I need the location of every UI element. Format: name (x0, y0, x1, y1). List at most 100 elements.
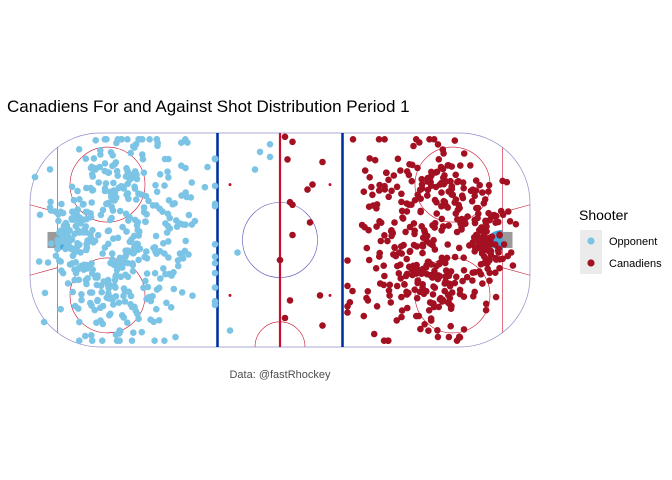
shot-point (164, 168, 171, 175)
shot-point (92, 137, 99, 144)
shot-point (435, 303, 443, 311)
shot-point (88, 289, 96, 296)
shot-point (64, 280, 72, 287)
shot-point (125, 288, 133, 296)
shot-point (319, 322, 326, 329)
shot-point (82, 246, 90, 254)
shot-point (398, 313, 405, 321)
shot-point (48, 240, 55, 247)
shot-point (398, 307, 406, 314)
shot-point (36, 211, 44, 219)
shot-point (104, 282, 112, 289)
shot-point (417, 325, 424, 333)
shot-point (122, 253, 129, 261)
shot-point (376, 253, 383, 260)
shot-point (165, 238, 172, 245)
shot-point (401, 281, 408, 288)
shot-point (435, 156, 443, 163)
shot-point (373, 223, 380, 230)
shot-point (404, 304, 411, 312)
shot-point (397, 167, 404, 174)
shot-point (381, 136, 388, 143)
shot-point (393, 282, 401, 290)
shot-point (82, 155, 90, 162)
shot-point (88, 199, 95, 206)
shot-point (89, 187, 96, 194)
shot-point (470, 234, 478, 241)
shot-point (179, 221, 187, 228)
shot-point (100, 278, 107, 285)
shot-point (123, 228, 130, 235)
shot-point (135, 256, 142, 264)
shot-point (80, 200, 87, 208)
shot-point (447, 322, 455, 330)
shot-point (365, 256, 373, 264)
shot-point (384, 237, 391, 245)
shot-point (276, 256, 284, 264)
shot-point (473, 204, 480, 212)
faceoff-circle-1 (69, 257, 146, 334)
shot-point (390, 172, 398, 179)
shot-point (506, 218, 514, 225)
shot-point (412, 136, 420, 143)
shot-point (72, 259, 79, 266)
shot-point (406, 161, 413, 168)
shot-point (129, 267, 137, 275)
shot-point (115, 299, 123, 307)
shot-point (504, 252, 512, 260)
shot-point (403, 168, 411, 175)
shot-point (69, 252, 77, 260)
shot-point (472, 177, 480, 184)
shot-point (417, 207, 425, 215)
shot-point (90, 155, 98, 162)
shot-point (485, 181, 493, 189)
series-opponent (31, 136, 274, 345)
shot-point (398, 293, 405, 301)
shot-point (372, 265, 380, 272)
shot-point (77, 249, 84, 256)
shot-point (76, 337, 83, 345)
shot-point (140, 169, 148, 176)
shot-point (421, 227, 428, 234)
shot-point (134, 246, 142, 253)
shot-point (153, 188, 161, 196)
shot-point (151, 337, 158, 345)
shot-point (419, 249, 426, 257)
shot-point (495, 249, 502, 256)
faceoff-dot-2 (328, 183, 332, 187)
shot-point (445, 272, 453, 280)
shot-point (88, 163, 96, 171)
shot-point (76, 241, 83, 248)
shot-point (424, 174, 432, 182)
shot-point (441, 280, 449, 287)
shot-point (140, 204, 148, 211)
shot-point (512, 220, 520, 228)
shot-point (84, 238, 92, 246)
shot-point (76, 196, 83, 203)
shot-point (169, 201, 176, 208)
shot-point (121, 259, 128, 266)
shot-point (369, 191, 376, 199)
shot-point (99, 206, 107, 214)
shot-point (499, 211, 507, 219)
shot-point (47, 198, 54, 206)
shot-point (413, 312, 420, 320)
shot-point (444, 162, 452, 169)
shot-point (146, 136, 153, 143)
shot-point (463, 273, 471, 281)
shot-point (124, 247, 131, 254)
shot-point (402, 228, 409, 236)
shot-point (442, 267, 450, 274)
shot-point (413, 243, 421, 250)
shot-point (75, 305, 82, 312)
shot-point (408, 177, 416, 185)
legend: Shooter Opponent Canadiens (579, 207, 662, 274)
shot-point (395, 270, 403, 277)
shot-point (211, 202, 219, 210)
shot-point (405, 289, 412, 297)
shot-point (170, 285, 178, 293)
shot-point (444, 241, 452, 248)
shot-point (78, 296, 85, 304)
shot-point (251, 166, 259, 173)
